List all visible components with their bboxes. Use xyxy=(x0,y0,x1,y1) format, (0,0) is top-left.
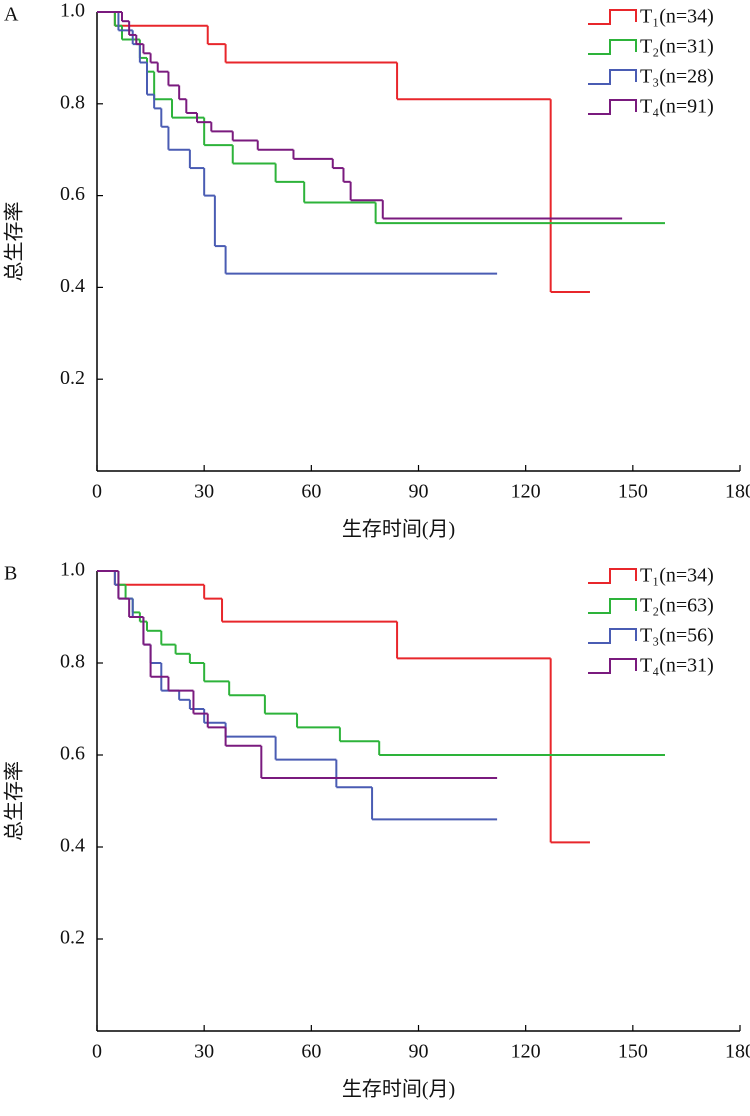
legend-label: T₃(n=56) xyxy=(640,625,714,647)
x-tick-label: 0 xyxy=(92,1041,102,1063)
x-tick-label: 180 xyxy=(725,481,750,503)
y-axis-label: 总生存率 xyxy=(3,761,26,841)
legend-swatch xyxy=(588,658,637,674)
legend-swatch xyxy=(588,568,637,584)
legend-swatch xyxy=(588,628,637,644)
legend-label: T₁(n=34) xyxy=(640,6,714,28)
panel-label: A xyxy=(4,4,19,26)
x-tick-label: 120 xyxy=(511,1041,541,1063)
x-axis-label: 生存时间(月) xyxy=(342,518,455,541)
legend-label: T₂(n=31) xyxy=(640,36,714,58)
y-tick-label: 0.4 xyxy=(60,275,85,297)
y-tick-label: 0.6 xyxy=(60,743,85,765)
legend-swatch xyxy=(588,598,637,614)
y-tick-label: 0.8 xyxy=(60,91,85,113)
panel-label: B xyxy=(4,563,17,585)
x-tick-label: 90 xyxy=(409,481,429,503)
x-axis-label: 生存时间(月) xyxy=(342,1078,455,1101)
legend-swatch xyxy=(588,39,637,55)
y-tick-label: 0.6 xyxy=(60,183,85,205)
y-axis-label: 总生存率 xyxy=(3,202,26,282)
x-tick-label: 120 xyxy=(511,481,541,503)
x-tick-label: 60 xyxy=(301,481,321,503)
legend-label: T₃(n=28) xyxy=(640,66,714,88)
x-tick-label: 150 xyxy=(618,481,648,503)
x-tick-label: 30 xyxy=(194,1041,214,1063)
x-tick-label: 60 xyxy=(301,1041,321,1063)
y-tick-label: 0.2 xyxy=(60,367,85,389)
legend-label: T₁(n=34) xyxy=(640,565,714,587)
legend-swatch xyxy=(588,99,637,115)
legend-swatch xyxy=(588,9,637,25)
x-tick-label: 30 xyxy=(194,481,214,503)
x-tick-label: 150 xyxy=(618,1041,648,1063)
y-tick-label: 0.4 xyxy=(60,835,85,857)
legend-label: T₄(n=31) xyxy=(640,655,714,677)
y-tick-label: 0.2 xyxy=(60,927,85,949)
x-tick-label: 90 xyxy=(409,1041,429,1063)
legend-swatch xyxy=(588,69,637,85)
y-tick-label: 0.8 xyxy=(60,651,85,673)
legend-label: T₂(n=63) xyxy=(640,595,714,617)
x-tick-label: 0 xyxy=(92,481,102,503)
x-tick-label: 180 xyxy=(725,1041,750,1063)
y-tick-label: 1.0 xyxy=(60,559,85,581)
y-tick-label: 1.0 xyxy=(60,0,85,22)
legend-label: T₄(n=91) xyxy=(640,96,714,118)
